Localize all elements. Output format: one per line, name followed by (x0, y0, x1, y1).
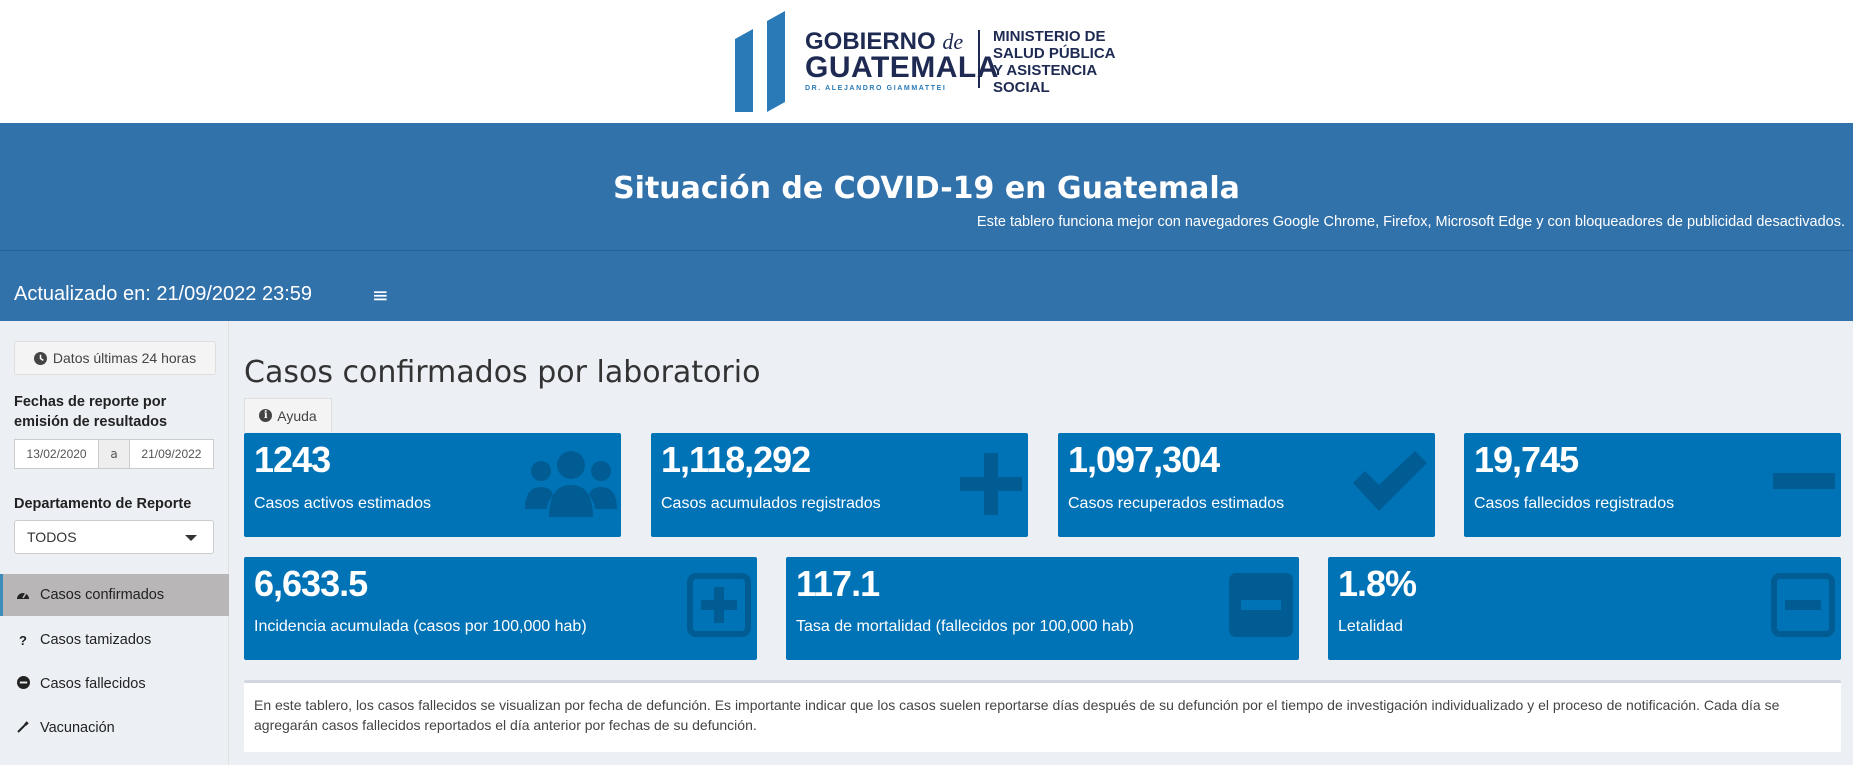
plus-icon (960, 453, 1022, 515)
date-range-input: 13/02/2020 a 21/09/2022 (14, 439, 214, 469)
minus-icon (1773, 473, 1835, 489)
value-box-number: 1,097,304 (1068, 439, 1220, 480)
value-box-caption: Casos activos estimados (254, 495, 431, 512)
clock-icon (33, 351, 47, 365)
logo-ministerio-line: MINISTERIO DE (993, 28, 1106, 45)
department-label: Departamento de Reporte (14, 496, 192, 512)
date-range-separator: a (98, 440, 130, 468)
info-icon: i (259, 409, 273, 422)
logo-gobierno: GOBIERNO (805, 28, 936, 55)
logo-guatemala: GUATEMALA (805, 51, 999, 84)
sidebar-item-label: Casos tamizados (40, 632, 152, 648)
value-box-caption: Letalidad (1338, 618, 1403, 635)
users-icon (525, 451, 617, 517)
date-to-input[interactable]: 21/09/2022 (141, 447, 202, 461)
minus-circle-icon (16, 676, 30, 692)
value-box-casos-recuperados: 1,097,304 Casos recuperados estimados (1058, 433, 1435, 537)
government-logo: GOBIERNO de GUATEMALA DR. ALEJANDRO GIAM… (735, 8, 1155, 114)
value-box-number: 1243 (254, 439, 331, 480)
sidebar-toggle-button[interactable]: ≡ (372, 283, 389, 307)
logo-bar: GOBIERNO de GUATEMALA DR. ALEJANDRO GIAM… (0, 0, 1853, 123)
deaths-note: En este tablero, los casos fallecidos se… (244, 680, 1841, 752)
value-box-caption: Casos acumulados registrados (661, 495, 881, 512)
value-box-number: 19,745 (1474, 439, 1579, 480)
chevron-down-icon (185, 535, 197, 541)
logo-de: de (942, 29, 964, 54)
logo-ministerio: MINISTERIO DE SALUD PÚBLICA Y ASISTENCIA… (993, 28, 1116, 96)
value-box-number: 1.8% (1338, 563, 1417, 604)
updated-timestamp: Actualizado en: 21/09/2022 23:59 (14, 283, 313, 305)
page-title: Situación de COVID-19 en Guatemala (613, 171, 1240, 206)
minus-square-outline-icon (1771, 573, 1835, 637)
value-box-incidencia: 6,633.5 Incidencia acumulada (casos por … (244, 557, 757, 660)
help-tab-label: Ayuda (277, 407, 317, 424)
sidebar-item-label: Casos fallecidos (40, 676, 146, 692)
plus-square-icon (687, 573, 751, 637)
sidebar-item-vacunacion[interactable]: Vacunación (0, 707, 229, 749)
value-box-number: 1,118,292 (661, 439, 811, 480)
sidebar-item-label: Vacunación (40, 720, 115, 736)
last-24h-label: Datos últimas 24 horas (52, 350, 197, 366)
value-box-casos-fallecidos: 19,745 Casos fallecidos registrados (1464, 433, 1841, 537)
sidebar-item-casos-confirmados[interactable]: Casos confirmados (0, 574, 229, 616)
date-from-input[interactable]: 13/02/2020 (26, 447, 87, 461)
top-navbar: Actualizado en: 21/09/2022 23:59 ≡ (0, 251, 1853, 321)
department-select-value: TODOS (27, 529, 77, 545)
value-box-number: 117.1 (796, 563, 880, 604)
value-box-caption: Tasa de mortalidad (fallecidos por 100,0… (796, 618, 1134, 635)
sidebar-item-casos-fallecidos[interactable]: Casos fallecidos (0, 663, 229, 705)
question-icon: ? (19, 632, 27, 648)
sidebar-item-label: Casos confirmados (40, 587, 165, 603)
logo-ministerio-line: SALUD PÚBLICA (993, 45, 1116, 62)
value-box-number: 6,633.5 (254, 563, 368, 604)
dashboard-icon (16, 588, 30, 603)
logo-ministerio-line: Y ASISTENCIA (993, 62, 1098, 79)
minus-square-icon (1229, 573, 1293, 637)
logo-president: DR. ALEJANDRO GIAMMATTEI (805, 85, 947, 92)
value-box-mortalidad: 117.1 Tasa de mortalidad (fallecidos por… (786, 557, 1299, 660)
last-24h-button[interactable]: Datos últimas 24 horas (14, 341, 216, 375)
section-title: Casos confirmados por laboratorio (244, 355, 761, 390)
syringe-icon (16, 720, 30, 737)
value-box-caption: Casos recuperados estimados (1068, 495, 1285, 512)
value-box-casos-acumulados: 1,118,292 Casos acumulados registrados (651, 433, 1028, 537)
logo-ministerio-line: SOCIAL (993, 79, 1050, 96)
logo-divider (978, 30, 980, 88)
browser-notice: Este tablero funciona mejor con navegado… (976, 214, 1845, 230)
check-icon (1353, 451, 1427, 511)
department-select[interactable]: TODOS (14, 520, 214, 554)
guatemala-logo-bars-icon (735, 11, 785, 112)
date-range-label: Fechas de reporte por emisión de resulta… (14, 394, 168, 430)
sidebar: Datos últimas 24 horas Fechas de reporte… (0, 321, 229, 765)
value-box-caption: Casos fallecidos registrados (1474, 495, 1675, 512)
hamburger-icon: ≡ (372, 283, 389, 307)
value-box-letalidad: 1.8% Letalidad (1328, 557, 1841, 660)
header-banner: Situación de COVID-19 en Guatemala Este … (0, 123, 1853, 251)
help-tab[interactable]: i Ayuda (244, 398, 332, 432)
sidebar-item-casos-tamizados[interactable]: ? Casos tamizados (0, 619, 229, 661)
value-box-caption: Incidencia acumulada (casos por 100,000 … (254, 618, 587, 635)
value-box-casos-activos: 1243 Casos activos estimados (244, 433, 621, 537)
